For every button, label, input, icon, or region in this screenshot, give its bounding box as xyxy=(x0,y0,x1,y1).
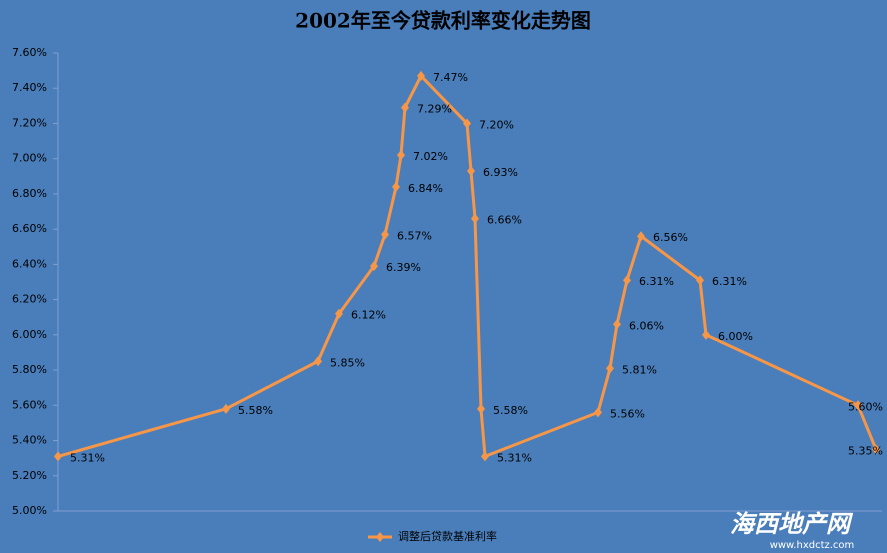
marker xyxy=(613,319,621,330)
y-tick-label: 6.60% xyxy=(12,222,47,235)
marker xyxy=(623,275,631,286)
value-label: 5.58% xyxy=(493,404,528,417)
marker xyxy=(401,102,409,113)
marker xyxy=(381,229,389,240)
marker xyxy=(54,451,62,462)
marker xyxy=(471,213,479,224)
value-label: 6.56% xyxy=(653,231,688,244)
value-label: 5.85% xyxy=(330,356,365,369)
value-label: 6.39% xyxy=(386,261,421,274)
marker xyxy=(702,329,710,340)
value-label: 6.06% xyxy=(629,319,664,332)
value-label: 5.58% xyxy=(238,404,273,417)
y-tick-label: 7.40% xyxy=(12,81,47,94)
value-label: 6.66% xyxy=(487,214,522,227)
watermark-name: 海西地产网 xyxy=(730,510,854,538)
marker xyxy=(872,444,880,455)
marker xyxy=(335,308,343,319)
value-label: 7.02% xyxy=(413,150,448,163)
marker xyxy=(463,118,471,129)
y-tick-label: 7.60% xyxy=(12,46,47,59)
marker xyxy=(222,403,230,414)
y-tick-label: 5.20% xyxy=(12,469,47,482)
y-tick-label: 6.80% xyxy=(12,187,47,200)
watermark-url: www.hxdctz.com xyxy=(770,540,855,551)
legend-label: 调整后贷款基准利率 xyxy=(398,529,497,543)
value-label: 6.31% xyxy=(712,275,747,288)
marker xyxy=(392,181,400,192)
marker xyxy=(397,150,405,161)
y-tick-label: 7.00% xyxy=(12,152,47,165)
value-label: 5.35% xyxy=(848,444,883,457)
value-label: 5.31% xyxy=(497,451,532,464)
value-label: 6.57% xyxy=(397,229,432,242)
value-label: 6.84% xyxy=(408,182,443,195)
value-label: 5.56% xyxy=(610,407,645,420)
y-tick-label: 5.00% xyxy=(12,504,47,517)
y-tick-label: 5.80% xyxy=(12,363,47,376)
marker xyxy=(637,231,645,242)
y-tick-label: 6.00% xyxy=(12,328,47,341)
marker xyxy=(696,275,704,286)
value-label: 7.20% xyxy=(479,118,514,131)
marker xyxy=(417,70,425,81)
marker xyxy=(481,451,489,462)
marker xyxy=(854,400,862,411)
value-label: 5.81% xyxy=(622,363,657,376)
marker xyxy=(467,166,475,177)
value-label: 7.47% xyxy=(433,71,468,84)
marker xyxy=(594,407,602,418)
marker xyxy=(370,261,378,272)
value-label: 6.00% xyxy=(718,330,753,343)
y-tick-label: 5.60% xyxy=(12,398,47,411)
value-label: 6.93% xyxy=(483,166,518,179)
marker xyxy=(477,403,485,414)
y-tick-label: 6.20% xyxy=(12,293,47,306)
line xyxy=(57,74,878,458)
legend-marker xyxy=(376,532,384,542)
marker xyxy=(314,356,322,367)
marker xyxy=(606,363,614,374)
value-label: 7.29% xyxy=(417,103,452,116)
value-label: 6.31% xyxy=(639,275,674,288)
y-tick-label: 5.40% xyxy=(12,434,47,447)
y-tick-label: 6.40% xyxy=(12,257,47,270)
value-label: 5.60% xyxy=(848,400,883,413)
y-tick-label: 7.20% xyxy=(12,116,47,129)
value-label: 6.12% xyxy=(351,309,386,322)
value-label: 5.31% xyxy=(70,451,105,464)
chart-title: 2002年至今贷款利率变化走势图 xyxy=(295,9,591,33)
